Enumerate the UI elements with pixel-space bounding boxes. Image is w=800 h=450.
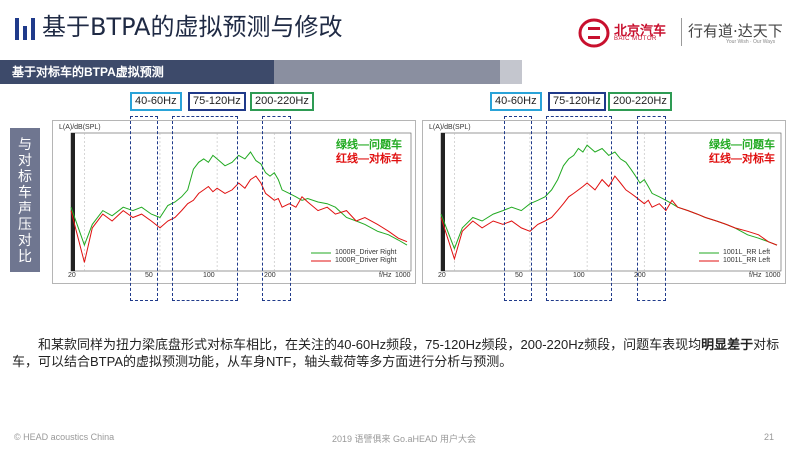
legend-green-annotation: 绿线—问题车	[336, 139, 402, 151]
brand-divider	[681, 18, 682, 46]
freq-band-label: 75-120Hz	[188, 92, 246, 111]
series-line	[70, 175, 408, 263]
spl-chart-driver: L(A)/dB(SPL) 绿线—问题车 红线—对标车 1000R_Driver …	[52, 120, 416, 284]
x-tick: 100	[203, 272, 215, 279]
x-tick: 100	[573, 272, 585, 279]
brand-logo: 北京汽车 BAIC MOTOR 行有道·达天下 Your Wish · Our …	[578, 18, 788, 48]
side-label-char: 对	[18, 232, 32, 248]
band-box-75-120	[172, 116, 238, 301]
brand-name-cn: 北京汽车	[614, 23, 667, 38]
band-box-200-220	[637, 116, 666, 301]
brand-name-en: BAIC MOTOR	[614, 36, 657, 42]
brand-slogan-en: Your Wish · Our Ways	[726, 39, 776, 45]
spl-chart-rear: L(A)/dB(SPL) 绿线—问题车 红线—对标车 1001L_RR Left…	[422, 120, 786, 284]
legend-series-green: 1000R_Driver Right	[335, 249, 397, 256]
x-axis-unit: f/Hz	[379, 272, 392, 279]
legend-series-green: 1001L_RR Left	[723, 249, 771, 256]
x-tick: 50	[145, 272, 153, 279]
side-label-char: 比	[18, 248, 32, 264]
summary-text-2: 对标车，可以结合BTPA的虚拟预测功能，从车身NTF，轴头载荷等多方面进行分析与…	[12, 337, 780, 369]
x-tick: 1000	[765, 272, 781, 279]
freq-band-label: 200-220Hz	[608, 92, 672, 111]
side-label-char: 标	[18, 168, 32, 184]
side-label: 与 对 标 车 声 压 对 比	[10, 128, 40, 272]
band-box-40-60	[130, 116, 158, 301]
freq-band-label: 40-60Hz	[130, 92, 182, 111]
page-number: 21	[764, 432, 775, 442]
summary-text-1: 和某款同样为扭力梁底盘形式对标车相比，在关注的40-60Hz频段，75-120H…	[38, 337, 702, 352]
presentation-logo-icon	[15, 18, 35, 40]
side-label-char: 车	[18, 184, 32, 200]
band-box-200-220	[262, 116, 291, 301]
band-box-75-120	[546, 116, 612, 301]
spl-chart-driver-plot	[70, 132, 412, 272]
x-tick: 20	[438, 272, 446, 279]
side-label-char: 对	[18, 152, 32, 168]
side-label-char: 声	[18, 200, 32, 216]
footer-copyright: © HEAD acoustics China	[14, 432, 115, 442]
x-tick: 20	[68, 272, 76, 279]
y-axis-label: L(A)/dB(SPL)	[429, 124, 471, 131]
legend-red-annotation: 红线—对标车	[336, 153, 402, 165]
y-axis-strip	[441, 133, 445, 271]
freq-band-label: 40-60Hz	[490, 92, 542, 111]
legend-green-annotation: 绿线—问题车	[709, 139, 775, 151]
x-tick: 1000	[395, 272, 411, 279]
side-label-char: 压	[18, 216, 32, 232]
freq-band-label: 200-220Hz	[250, 92, 314, 111]
legend-series-red: 1001L_RR Left	[723, 257, 771, 264]
y-axis-label: L(A)/dB(SPL)	[59, 124, 101, 131]
section-title: 基于对标车的BTPA虚拟预测	[12, 65, 164, 79]
x-tick: 50	[515, 272, 523, 279]
summary-emphasis: 明显差于	[701, 337, 754, 352]
baic-emblem-icon	[578, 18, 610, 48]
x-tick: 200	[264, 272, 276, 279]
section-bar-mid	[274, 60, 500, 84]
brand-slogan: 行有道·达天下	[688, 22, 783, 40]
band-box-40-60	[504, 116, 532, 301]
y-axis-strip	[71, 133, 75, 271]
freq-band-label: 75-120Hz	[548, 92, 606, 111]
section-bar	[0, 60, 274, 84]
side-label-char: 与	[18, 136, 32, 152]
x-tick: 200	[634, 272, 646, 279]
section-bar-light	[500, 60, 522, 84]
legend-red-annotation: 红线—对标车	[709, 153, 775, 165]
series-line	[70, 151, 408, 247]
x-axis-unit: f/Hz	[749, 272, 762, 279]
footer-event: 2019 语譬俱来 Go.aHEAD 用户大会	[332, 434, 477, 444]
summary-paragraph: 和某款同样为扭力梁底盘形式对标车相比，在关注的40-60Hz频段，75-120H…	[12, 336, 790, 370]
legend-series-red: 1000R_Driver Right	[335, 257, 397, 264]
page-title: 基于BTPA的虚拟预测与修改	[42, 13, 343, 41]
